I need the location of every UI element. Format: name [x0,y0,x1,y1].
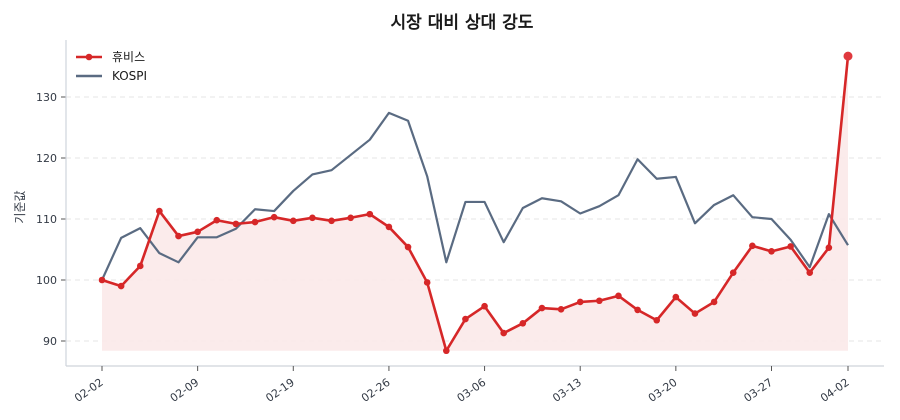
data-point-marker [596,297,603,305]
x-tick-label: 02-26 [359,376,393,405]
data-point-marker [251,218,259,226]
data-point-marker [289,217,297,225]
data-point-marker [749,242,756,250]
data-point-marker [825,244,833,251]
series-fill-area [102,56,848,351]
data-point-marker [136,262,144,270]
y-tick-label: 120 [36,152,57,165]
data-point-marker [98,276,106,284]
data-point-marker [385,223,393,231]
y-tick-label: 100 [36,274,57,287]
legend: 휴비스 KOSPI [76,50,147,83]
data-point-marker [194,228,201,236]
data-point-marker [576,298,584,306]
data-point-marker [423,279,431,286]
x-tick-label: 02-02 [72,376,106,405]
hyuvis-fill-area [102,56,848,351]
data-point-marker [519,320,527,327]
data-point-marker [691,310,699,317]
data-point-marker [175,232,182,240]
x-tick-label: 02-19 [263,376,297,405]
y-tick-label: 90 [43,335,57,348]
data-point-marker [309,214,316,222]
data-point-marker [710,298,718,306]
data-point-marker [366,210,374,218]
x-tick-label: 03-27 [742,376,776,405]
data-point-marker [634,306,641,314]
legend-label: KOSPI [112,69,147,83]
y-tick-label: 130 [36,91,57,104]
series-lines [98,51,853,355]
x-tick-label: 03-06 [455,376,489,405]
data-point-marker [213,216,221,224]
data-point-marker [653,316,661,324]
data-point-marker [500,329,507,337]
data-point-marker [806,269,814,276]
legend-label: 휴비스 [112,50,145,64]
data-point-marker [404,243,412,251]
x-tick-label: 04-02 [818,376,852,405]
data-point-marker [232,220,240,228]
data-point-marker [443,347,450,355]
x-tick-label: 03-13 [550,376,584,405]
data-point-marker [538,304,546,312]
data-point-marker [270,213,278,221]
kospi-line [100,111,849,281]
data-point-marker [843,51,853,61]
legend-marker-icon [85,53,93,61]
data-point-marker [328,217,335,225]
hyuvis-line [101,56,850,353]
data-point-marker [557,305,565,313]
data-point-marker [768,248,775,255]
x-tick-label: 02-09 [168,376,202,405]
y-axis-label: 기준값 [13,190,27,223]
data-point-marker [787,243,794,250]
data-point-marker [117,282,125,290]
data-point-marker [347,214,354,222]
data-point-marker [156,207,163,215]
chart-title: 시장 대비 상대 강도 [391,13,534,33]
data-point-marker [729,269,737,276]
y-tick-label: 110 [36,213,57,226]
x-tick-label: 03-20 [646,376,680,405]
data-point-marker [481,302,488,310]
data-point-marker [615,292,622,300]
data-point-marker [462,315,469,323]
data-point-marker [672,293,680,301]
